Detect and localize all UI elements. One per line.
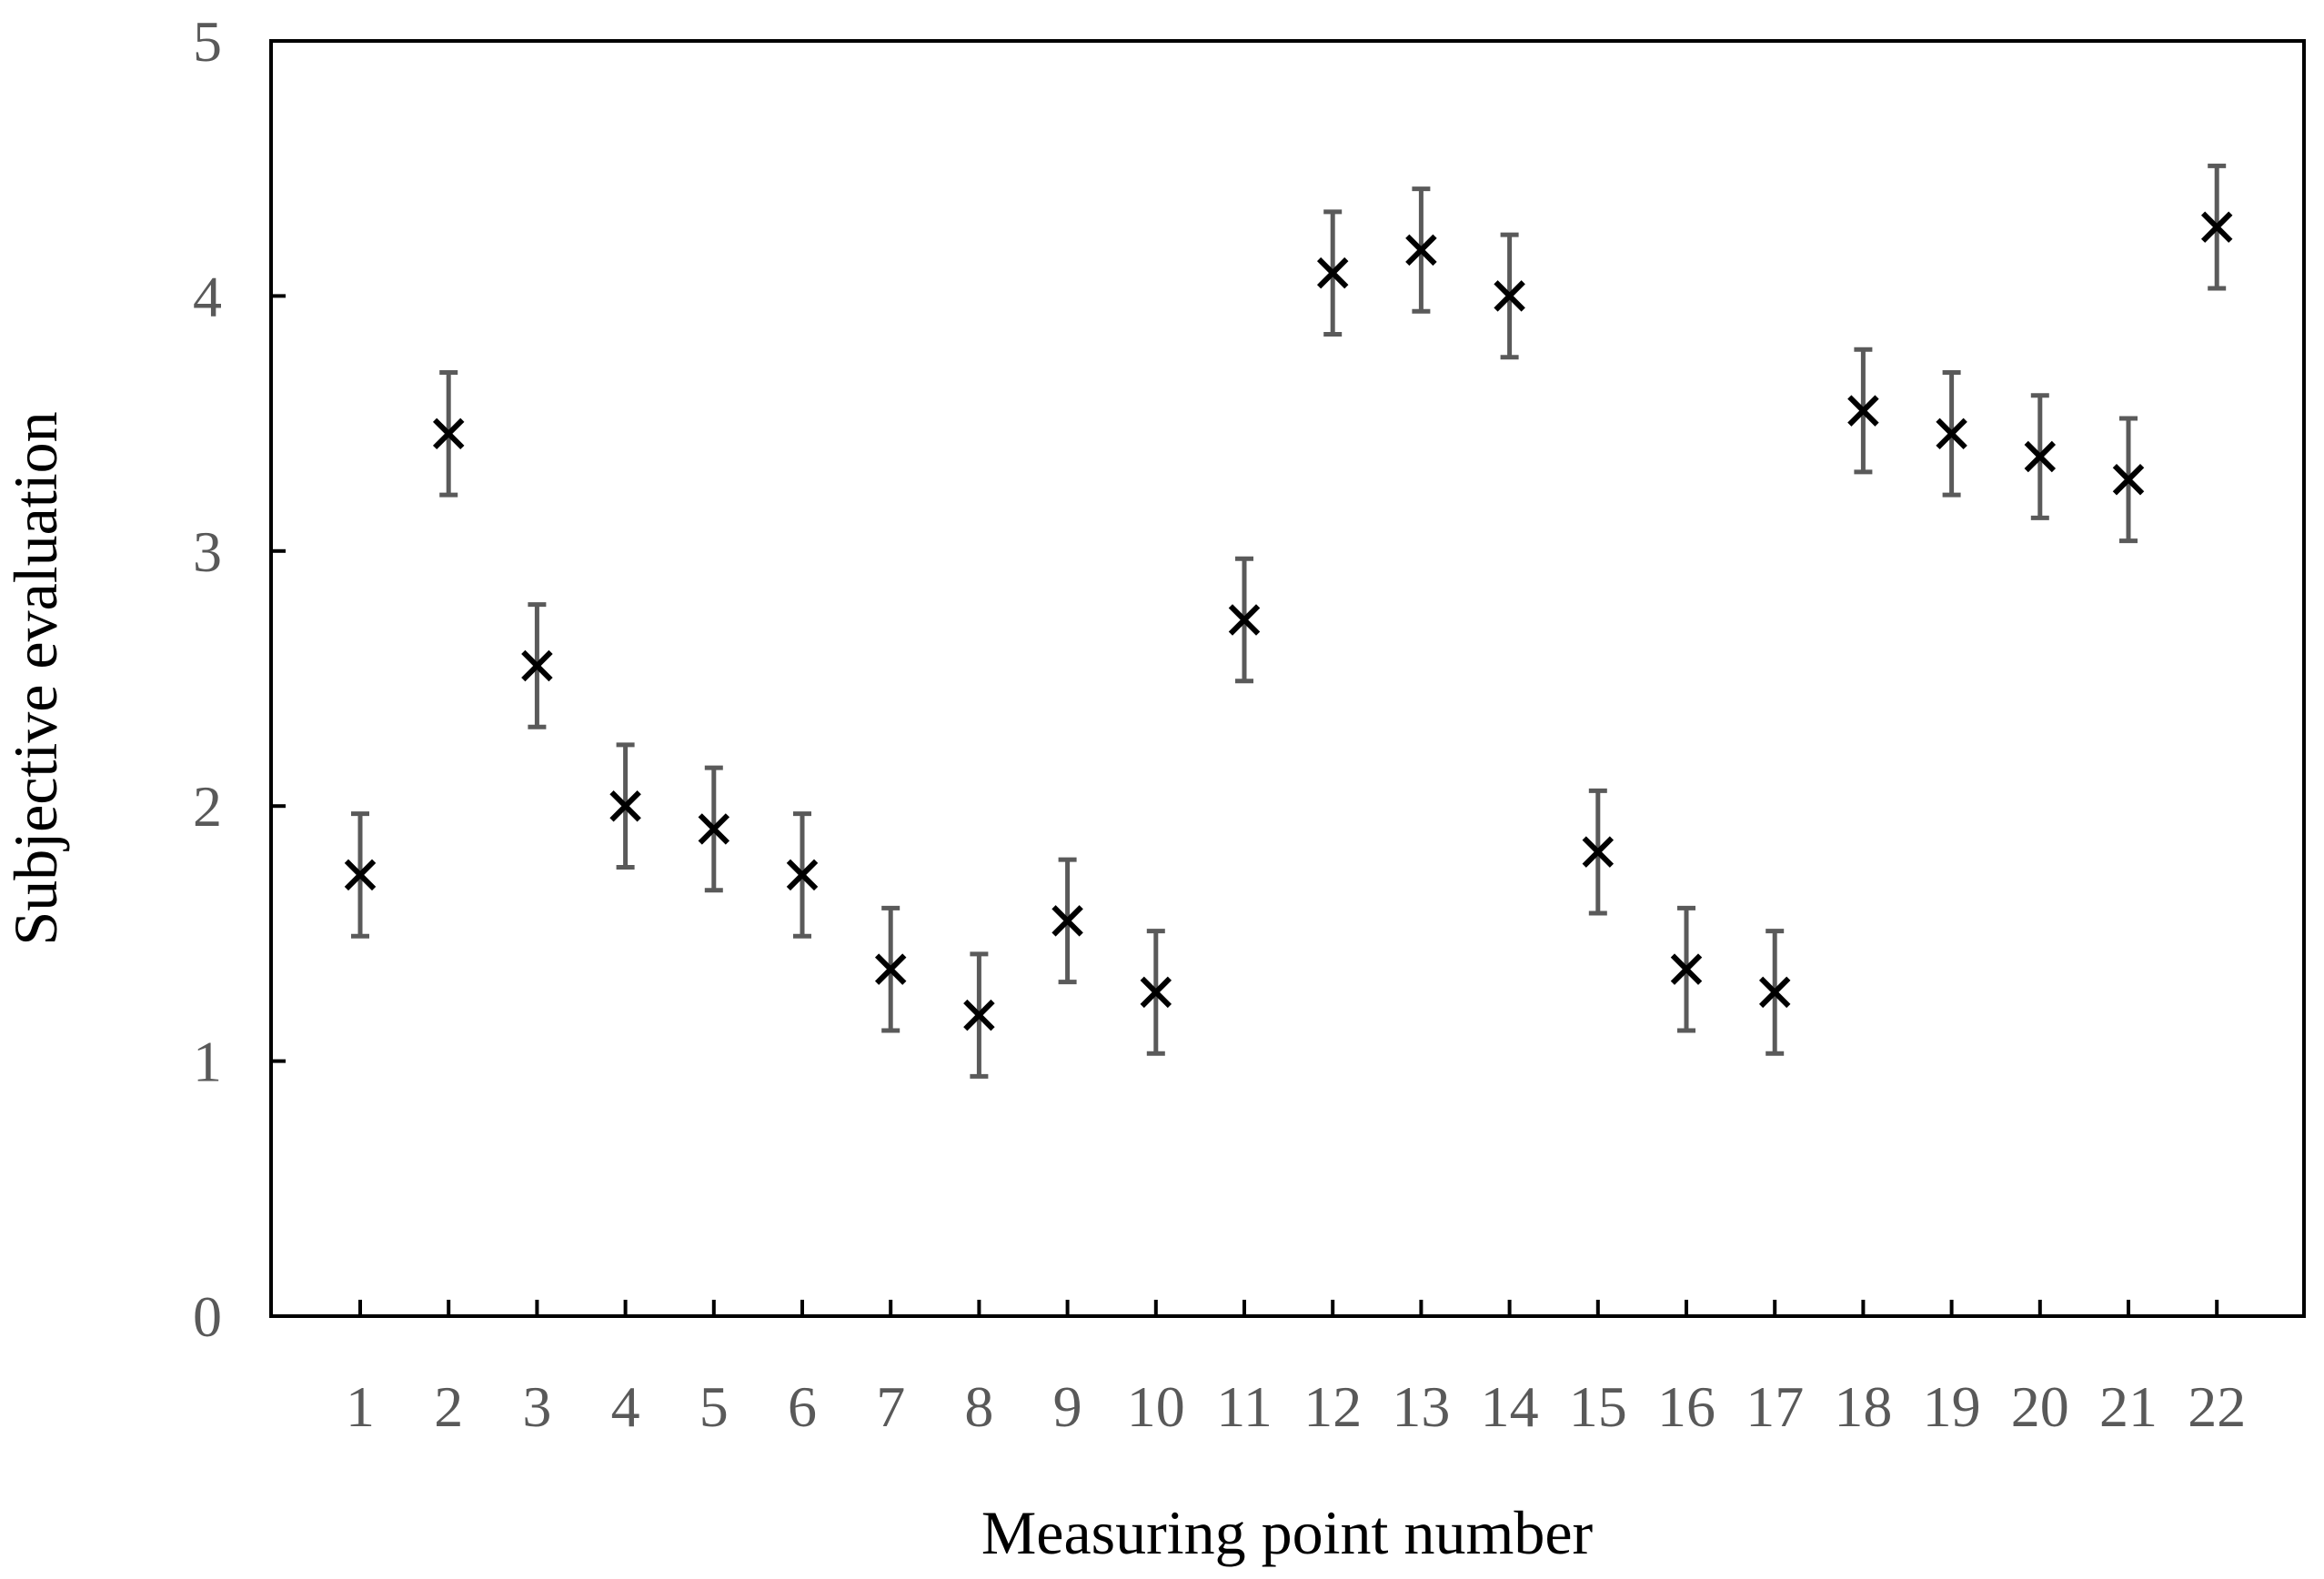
data-point xyxy=(1847,347,1879,475)
x-tick-label: 16 xyxy=(1657,1374,1715,1439)
x-marker xyxy=(1936,417,1967,450)
data-point xyxy=(521,602,553,729)
x-marker xyxy=(609,790,641,822)
y-tick-label: 3 xyxy=(193,519,222,584)
x-tick-label: 3 xyxy=(522,1374,551,1439)
data-point xyxy=(1405,186,1437,314)
x-marker xyxy=(1758,976,1791,1009)
x-marker xyxy=(344,859,377,891)
x-marker xyxy=(1494,280,1525,312)
data-point xyxy=(963,951,995,1079)
x-marker xyxy=(1670,953,1703,985)
x-tick-label: 19 xyxy=(1923,1374,1981,1439)
data-point xyxy=(432,370,465,498)
x-marker xyxy=(963,999,995,1031)
data-point xyxy=(786,811,819,939)
x-tick-label: 17 xyxy=(1746,1374,1804,1439)
y-tick-label: 4 xyxy=(193,264,222,328)
x-tick-label: 10 xyxy=(1127,1374,1185,1439)
x-tick-label: 14 xyxy=(1481,1374,1539,1439)
x-tick-label: 2 xyxy=(434,1374,463,1439)
data-points xyxy=(344,163,2233,1079)
data-point xyxy=(1758,929,1791,1056)
data-point xyxy=(698,765,730,893)
x-marker xyxy=(1847,395,1879,427)
y-tick-label: 0 xyxy=(193,1284,222,1349)
x-marker xyxy=(1228,604,1261,636)
x-marker xyxy=(1051,905,1083,937)
data-point xyxy=(1670,905,1703,1033)
data-point xyxy=(1316,209,1349,337)
data-point xyxy=(1051,857,1083,985)
x-axis: 1 2 3 4 5 6 7 8 9 10 11 12 13 14 15 16 17 18 19 20 21 22 xyxy=(346,1300,2246,1439)
data-point xyxy=(2024,393,2057,520)
data-point xyxy=(2200,163,2233,291)
x-marker xyxy=(2112,464,2145,496)
x-marker xyxy=(2024,440,2057,473)
y-tick-label: 2 xyxy=(193,774,222,839)
x-tick-label: 7 xyxy=(876,1374,905,1439)
data-point xyxy=(1494,232,1525,360)
data-point xyxy=(2112,416,2145,544)
data-point xyxy=(609,742,641,870)
x-marker xyxy=(2200,211,2233,243)
x-tick-label: 15 xyxy=(1569,1374,1627,1439)
x-tick-label: 6 xyxy=(788,1374,817,1439)
data-point xyxy=(1582,788,1615,916)
x-tick-label: 21 xyxy=(2099,1374,2158,1439)
x-marker xyxy=(1582,836,1615,868)
x-tick-label: 9 xyxy=(1053,1374,1082,1439)
data-point xyxy=(1936,370,1967,498)
x-tick-label: 18 xyxy=(1834,1374,1892,1439)
x-marker xyxy=(698,813,730,845)
x-tick-label: 13 xyxy=(1392,1374,1450,1439)
y-tick-label: 1 xyxy=(193,1030,222,1094)
y-axis: 0 1 2 3 4 5 xyxy=(193,9,286,1349)
x-tick-label: 11 xyxy=(1216,1374,1273,1439)
x-axis-label: Measuring point number xyxy=(981,1498,1594,1567)
x-marker xyxy=(874,953,907,985)
x-tick-label: 22 xyxy=(2188,1374,2246,1439)
y-tick-label: 5 xyxy=(193,9,222,74)
data-point xyxy=(1228,556,1261,684)
data-point xyxy=(344,811,377,939)
x-tick-label: 8 xyxy=(964,1374,993,1439)
x-tick-label: 1 xyxy=(346,1374,375,1439)
x-marker xyxy=(432,417,465,450)
x-marker xyxy=(1316,256,1349,289)
x-marker xyxy=(786,859,819,891)
plot-frame xyxy=(269,39,2306,1318)
y-axis-label: Subjective evaluation xyxy=(1,411,70,945)
x-tick-label: 12 xyxy=(1303,1374,1362,1439)
data-point xyxy=(874,905,907,1033)
x-marker xyxy=(1405,234,1437,267)
x-marker xyxy=(521,649,553,682)
x-tick-label: 5 xyxy=(699,1374,729,1439)
x-tick-label: 20 xyxy=(2011,1374,2069,1439)
x-tick-label: 4 xyxy=(611,1374,640,1439)
x-marker xyxy=(1140,976,1172,1009)
data-point xyxy=(1140,929,1172,1056)
